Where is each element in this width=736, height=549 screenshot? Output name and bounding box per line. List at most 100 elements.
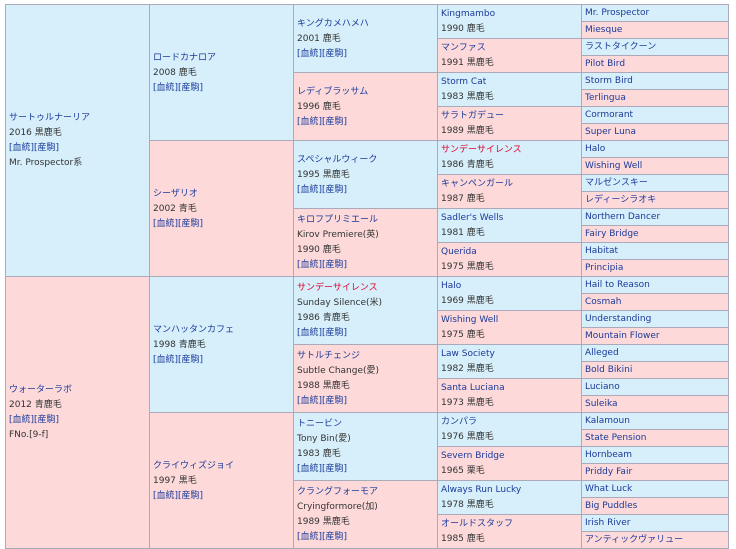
- pedigree-progeny-links[interactable]: [血統][産駒]: [153, 82, 204, 93]
- horse-name-link[interactable]: Kalamoun: [585, 416, 630, 426]
- horse-info-text: Tony Bin(愛): [297, 434, 351, 444]
- pedigree-progeny-links[interactable]: [血統][産駒]: [153, 490, 204, 501]
- horse-name-link[interactable]: キロフプリミエール: [297, 215, 379, 225]
- horse-name-link[interactable]: Pilot Bird: [585, 59, 626, 69]
- horse-name-link[interactable]: Luciano: [585, 382, 620, 392]
- g4-horse-cell: Kingmambo 1990 鹿毛: [437, 4, 582, 39]
- horse-name-link[interactable]: Law Society: [441, 349, 495, 359]
- horse-name-link[interactable]: マンファス: [441, 43, 486, 53]
- pedigree-progeny-links[interactable]: [血統][産駒]: [297, 116, 348, 127]
- horse-name-link[interactable]: マルゼンスキー: [585, 178, 648, 188]
- horse-name-link[interactable]: Querida: [441, 247, 477, 257]
- horse-name-link[interactable]: Understanding: [585, 314, 652, 324]
- pedigree-progeny-links[interactable]: [血統][産駒]: [9, 415, 60, 425]
- horse-name-link[interactable]: Mr. Prospector: [585, 8, 650, 18]
- horse-name-link[interactable]: Halo: [585, 144, 606, 154]
- horse-name-link[interactable]: レディーシラオキ: [585, 195, 657, 205]
- horse-name-link[interactable]: Hail to Reason: [585, 280, 650, 290]
- horse-name-link[interactable]: ウォーターラボ: [9, 385, 73, 395]
- horse-name-link[interactable]: Bold Bikini: [585, 365, 633, 375]
- horse-name-link[interactable]: キャンペンガール: [441, 179, 514, 189]
- horse-name-link[interactable]: Principia: [585, 263, 624, 273]
- horse-info-text: 1989 黒鹿毛: [297, 517, 350, 527]
- horse-name-link[interactable]: サンデーサイレンス: [297, 283, 378, 293]
- horse-name-link[interactable]: ラストタイクーン: [585, 42, 657, 52]
- horse-name-link[interactable]: レディブラッサム: [297, 86, 369, 97]
- pedigree-progeny-links[interactable]: [血統][産駒]: [297, 48, 348, 59]
- horse-name-link[interactable]: Santa Luciana: [441, 383, 505, 393]
- horse-name-link[interactable]: Northern Dancer: [585, 212, 661, 222]
- horse-name-link[interactable]: Storm Bird: [585, 76, 633, 86]
- horse-name-link[interactable]: Hornbeam: [585, 450, 633, 460]
- pedigree-row: Wishing Well 1975 鹿毛 Understanding: [6, 310, 729, 345]
- horse-name-link[interactable]: Terlingua: [585, 93, 626, 103]
- horse-name-link[interactable]: Cosmah: [585, 297, 622, 307]
- horse-name-link[interactable]: アンティックヴァリュー: [585, 535, 684, 545]
- pedigree-row: Fairy Bridge: [6, 225, 729, 243]
- pedigree-progeny-links[interactable]: [血統][産駒]: [9, 143, 60, 153]
- horse-name-link[interactable]: Wishing Well: [585, 161, 643, 171]
- horse-name-link[interactable]: Always Run Lucky: [441, 485, 522, 495]
- pedigree-progeny-links[interactable]: [血統][産駒]: [153, 354, 204, 365]
- horse-info-text: 1976 黒鹿毛: [441, 432, 494, 442]
- pedigree-row: Cosmah: [6, 293, 729, 311]
- horse-name-link[interactable]: Suleika: [585, 399, 618, 409]
- horse-name-link[interactable]: Irish River: [585, 518, 631, 528]
- horse-info-text: 1986 青鹿毛: [441, 160, 494, 170]
- horse-name-link[interactable]: Mountain Flower: [585, 331, 660, 341]
- horse-name-link[interactable]: サートゥルナーリア: [9, 113, 91, 123]
- horse-info-text: 1981 鹿毛: [441, 228, 485, 238]
- pedigree-row: ウォーターラボ 2012 青鹿毛 [血統][産駒] FNo.[9-f] マンハッタンカフ…: [5, 276, 729, 549]
- horse-name-link[interactable]: シーザリオ: [153, 188, 198, 199]
- horse-name-link[interactable]: クラングフォーモア: [297, 487, 379, 497]
- pedigree-progeny-links[interactable]: [血統][産駒]: [297, 396, 348, 406]
- pedigree-row: Miesque: [6, 21, 729, 39]
- horse-name-link[interactable]: Cormorant: [585, 110, 634, 120]
- g2-horse-cell: シーザリオ 2002 青毛 [血統][産駒]: [149, 140, 294, 277]
- horse-name-link[interactable]: Super Luna: [585, 127, 637, 137]
- horse-name-link[interactable]: スペシャルウィーク: [297, 154, 378, 165]
- horse-info-text: 1983 黒鹿毛: [441, 92, 494, 102]
- horse-name-link[interactable]: サンデーサイレンス: [441, 145, 522, 155]
- horse-name-link[interactable]: Priddy Fair: [585, 467, 633, 477]
- pedigree-progeny-links[interactable]: [血統][産駒]: [297, 464, 348, 474]
- horse-name-link[interactable]: Kingmambo: [441, 9, 496, 19]
- horse-name-link[interactable]: Storm Cat: [441, 77, 487, 87]
- horse-info-text: 1990 鹿毛: [297, 245, 341, 255]
- pedigree-progeny-links[interactable]: [血統][産駒]: [297, 184, 348, 195]
- pedigree-row: Wishing Well: [6, 157, 729, 175]
- horse-name-link[interactable]: カンパラ: [441, 417, 478, 427]
- pedigree-progeny-links[interactable]: [血統][産駒]: [297, 328, 348, 338]
- pedigree-row: Bold Bikini: [6, 361, 729, 379]
- g3-horse-cell: キングカメハメハ 2001 鹿毛 [血統][産駒]: [293, 4, 438, 73]
- horse-name-link[interactable]: Alleged: [585, 348, 619, 358]
- horse-name-link[interactable]: サラトガデュー: [441, 111, 505, 121]
- pedigree-table: サートゥルナーリア 2016 黒鹿毛 [血統][産駒] Mr. Prospector系…: [5, 4, 729, 549]
- g5-horse-cell: Understanding: [581, 310, 729, 328]
- horse-name-link[interactable]: Sadler's Wells: [441, 213, 504, 223]
- horse-name-link[interactable]: クライウィズジョイ: [153, 460, 235, 471]
- g5-horse-cell: State Pension: [581, 429, 729, 447]
- horse-name-link[interactable]: Halo: [441, 281, 462, 291]
- pedigree-progeny-links[interactable]: [血統][産駒]: [153, 218, 204, 229]
- g2-horse-cell: マンハッタンカフェ 1998 青鹿毛 [血統][産駒]: [149, 276, 294, 413]
- horse-name-link[interactable]: キングカメハメハ: [297, 18, 369, 29]
- horse-name-link[interactable]: サトルチェンジ: [297, 351, 361, 361]
- horse-name-link[interactable]: ロードカナロア: [153, 52, 217, 63]
- horse-name-link[interactable]: Fairy Bridge: [585, 229, 639, 239]
- g5-horse-cell: Luciano: [581, 378, 729, 396]
- horse-name-link[interactable]: Big Puddles: [585, 501, 638, 511]
- horse-name-link[interactable]: トニービン: [297, 419, 343, 429]
- pedigree-progeny-links[interactable]: [血統][産駒]: [297, 260, 348, 270]
- pedigree-progeny-links[interactable]: [血統][産駒]: [297, 532, 348, 542]
- horse-name-link[interactable]: Severn Bridge: [441, 451, 505, 461]
- horse-name-link[interactable]: Wishing Well: [441, 315, 499, 325]
- horse-name-link[interactable]: What Luck: [585, 484, 633, 494]
- horse-info-text: 1975 鹿毛: [441, 330, 485, 340]
- pedigree-row: Suleika: [6, 395, 729, 413]
- horse-name-link[interactable]: Miesque: [585, 25, 623, 35]
- horse-info-text: 2002 青毛: [153, 203, 197, 214]
- horse-name-link[interactable]: マンハッタンカフェ: [153, 324, 235, 335]
- horse-name-link[interactable]: Habitat: [585, 246, 619, 256]
- horse-name-link[interactable]: State Pension: [585, 433, 647, 443]
